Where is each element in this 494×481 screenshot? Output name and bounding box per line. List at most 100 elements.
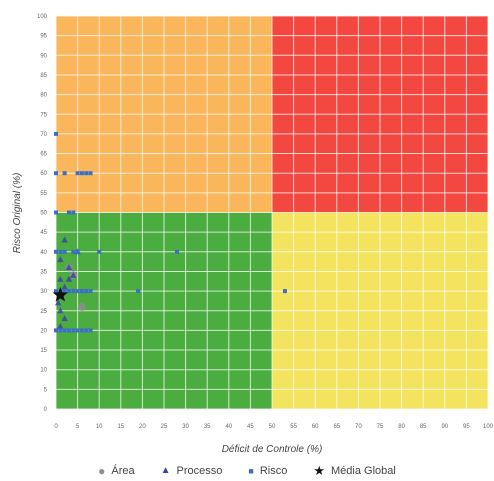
processo-point [54,299,62,306]
y-tick-label: 0 [44,407,48,413]
risco-point [75,171,80,176]
risco-point [75,328,80,333]
y-tick-label: 15 [40,348,47,354]
processo-point [61,283,68,290]
x-tick-label: 5 [76,424,80,430]
y-axis-ticks: 0 5 10 15 20 25 30 35 40 45 50 55 60 65 70 75 80 85 90 95 10… [37,14,48,413]
x-tick-label: 95 [463,424,470,430]
x-tick-label: 15 [117,424,124,430]
legend-item-risco[interactable]: ■ Risco [248,465,287,477]
risco-point [62,328,67,333]
y-tick-label: 75 [40,112,47,118]
x-tick-label: 85 [420,424,427,430]
risco-point [174,249,179,254]
risco-point [54,171,58,176]
risco-point [58,328,63,333]
risco-point [282,289,287,294]
y-tick-label: 95 [40,34,47,40]
x-tick-label: 100 [483,424,494,430]
x-tick-label: 0 [54,424,58,430]
area-point [77,302,86,311]
x-tick-label: 90 [441,424,448,430]
y-tick-label: 70 [40,132,47,138]
risco-point [71,328,76,333]
risco-point [62,171,67,176]
risco-point [84,289,89,294]
risco-point [66,289,71,294]
risco-point [66,210,71,215]
legend-label-risco: Risco [259,465,288,477]
processo-point [57,307,64,314]
legend-label-processo: Processo [176,465,223,477]
risco-point [88,289,93,294]
risco-point [88,328,93,333]
processo-point [65,275,73,282]
processo-point [70,271,77,278]
x-tick-label: 80 [398,424,405,430]
y-tick-label: 30 [40,289,47,295]
legend-item-area[interactable]: ● Área [98,465,135,477]
risco-point [71,210,76,215]
chart-legend: ● Área ▲ Processo ■ Risco ★ Média Global [0,462,494,480]
circle-marker-icon: ● [98,464,106,478]
y-tick-label: 80 [40,93,47,99]
x-tick-label: 65 [333,424,340,430]
grid-lines [55,15,489,410]
risco-point [54,210,58,215]
media-global-point [52,287,68,302]
x-tick-label: 70 [355,424,362,430]
y-tick-label: 55 [40,191,47,197]
y-tick-label: 60 [40,171,47,177]
x-tick-label: 45 [247,424,254,430]
y-tick-label: 25 [40,309,47,315]
star-marker-icon: ★ [313,463,326,478]
risco-point [71,249,76,254]
risco-point [54,249,58,254]
risco-point [71,289,76,294]
x-tick-label: 10 [96,424,103,430]
triangle-marker-icon: ▲ [160,465,171,476]
risco-point [79,289,84,294]
y-tick-label: 100 [37,14,48,20]
risco-point [84,328,89,333]
risco-point [54,289,58,294]
risco-point [79,328,84,333]
y-tick-label: 45 [40,230,47,236]
x-tick-label: 20 [139,424,146,430]
x-axis-label: Déficit de Controle (%) [222,444,323,455]
y-tick-label: 35 [40,269,47,275]
y-tick-label: 65 [40,152,47,158]
y-tick-label: 50 [40,211,47,217]
x-tick-label: 50 [269,424,276,430]
risco-point [136,289,141,294]
square-marker-icon: ■ [248,466,254,476]
data-points [52,131,287,333]
processo-point [57,275,64,282]
processo-point [57,256,64,263]
processo-point [57,322,64,329]
y-tick-label: 10 [40,368,47,374]
risco-point [75,289,80,294]
legend-item-media-global[interactable]: ★ Média Global [313,463,395,478]
x-tick-label: 60 [312,424,319,430]
risco-point [88,171,93,176]
y-tick-label: 85 [40,73,47,79]
x-axis-ticks: 0 5 10 15 20 25 30 35 40 45 50 55 60 65 70 75 80 85 90 95 10… [54,424,493,430]
y-tick-label: 40 [40,250,47,256]
y-tick-label: 5 [44,387,48,393]
risco-point [62,249,67,254]
x-tick-label: 25 [161,424,168,430]
risco-point [97,249,102,254]
legend-item-processo[interactable]: ▲ Processo [161,465,223,477]
risco-point [62,289,67,294]
risco-point [54,328,58,333]
processo-point [65,264,73,271]
x-tick-label: 30 [182,424,189,430]
risco-point [54,131,58,136]
risco-point [66,328,71,333]
y-tick-label: 20 [40,328,47,334]
x-tick-label: 55 [290,424,297,430]
risco-point [58,249,63,254]
y-axis-label: Risco Original (%) [12,173,23,254]
